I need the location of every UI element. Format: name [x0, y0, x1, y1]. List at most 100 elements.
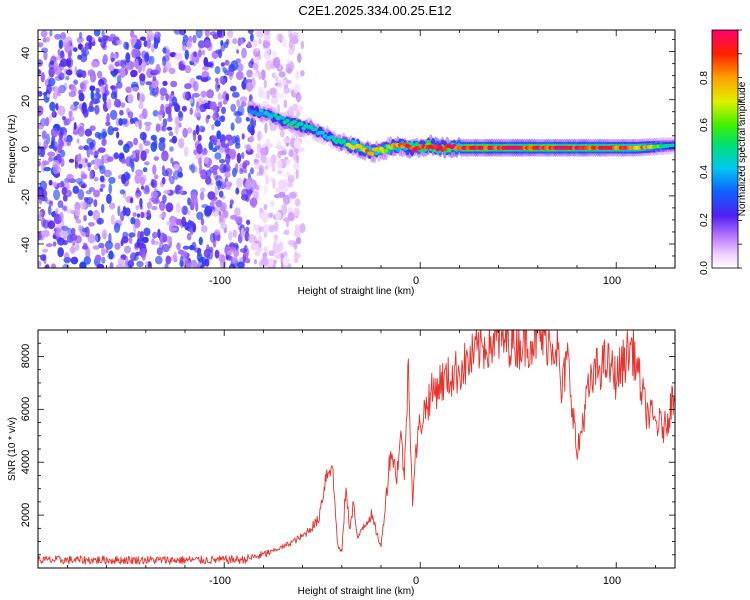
noise-speckle: [59, 52, 65, 59]
snr-y-tick-label-2: 6000: [20, 397, 32, 421]
snr-panel: -100 0 100 Height of straight line (km) …: [7, 329, 676, 597]
noise-speckle: [255, 30, 264, 38]
noise-speckle: [146, 201, 152, 210]
ridge-cell: [280, 115, 285, 120]
noise-speckle: [101, 203, 105, 214]
noise-speckle: [218, 115, 225, 122]
noise-speckle: [287, 239, 296, 246]
noise-speckle: [77, 54, 82, 60]
noise-speckle: [48, 114, 53, 123]
ridge-cell: [313, 127, 318, 132]
noise-speckle: [285, 67, 293, 74]
noise-speckle: [38, 59, 43, 67]
noise-speckle: [48, 77, 56, 87]
noise-speckle: [215, 180, 223, 187]
noise-speckle: [194, 247, 202, 253]
noise-speckle: [62, 239, 69, 246]
noise-speckle: [161, 165, 166, 173]
noise-speckle: [102, 54, 108, 64]
noise-speckle: [229, 263, 236, 268]
noise-speckle: [61, 186, 68, 196]
noise-speckle: [211, 199, 216, 205]
noise-speckle: [253, 56, 260, 65]
noise-speckle: [66, 58, 72, 65]
noise-speckle: [232, 167, 237, 178]
noise-speckle: [270, 154, 277, 165]
noise-speckle: [81, 227, 88, 233]
noise-speckle: [138, 119, 142, 130]
noise-speckle: [89, 149, 93, 156]
noise-speckle: [240, 152, 245, 159]
noise-speckle: [277, 150, 282, 159]
noise-speckle: [205, 176, 212, 185]
noise-speckle: [138, 92, 145, 104]
noise-speckle: [242, 162, 247, 170]
noise-speckle: [299, 223, 306, 234]
noise-speckle: [94, 150, 100, 155]
ridge-cell: [259, 108, 264, 113]
noise-speckle: [109, 262, 114, 268]
noise-speckle: [217, 92, 222, 100]
noise-speckle: [275, 249, 281, 259]
noise-speckle: [38, 161, 41, 167]
noise-speckle: [43, 50, 48, 61]
noise-speckle: [239, 96, 248, 103]
ridge-cell: [273, 113, 278, 118]
noise-speckle: [132, 150, 136, 159]
noise-speckle: [264, 122, 268, 134]
noise-speckle: [166, 126, 173, 131]
noise-speckle: [292, 36, 298, 45]
noise-speckle: [105, 248, 109, 254]
spectrogram-y-ticks: [38, 39, 675, 269]
noise-speckle: [214, 120, 221, 127]
noise-speckle: [137, 65, 142, 74]
noise-speckle: [248, 233, 255, 244]
spectrogram-x-tick-label-1: 0: [413, 275, 419, 287]
snr-x-tick-label-2: 100: [603, 575, 621, 587]
noise-speckle: [130, 252, 137, 262]
noise-speckle: [178, 64, 187, 71]
noise-speckle: [131, 38, 135, 49]
ridge-cell: [284, 118, 290, 123]
noise-speckle: [216, 30, 223, 38]
noise-speckle: [165, 167, 173, 177]
noise-speckle: [47, 151, 56, 157]
noise-speckle: [97, 70, 103, 79]
noise-speckle: [93, 177, 99, 182]
noise-speckle: [87, 210, 93, 217]
noise-speckle: [141, 185, 144, 190]
noise-speckle: [117, 205, 121, 217]
noise-speckle: [109, 109, 118, 120]
noise-speckle: [268, 257, 274, 267]
noise-speckle: [188, 244, 195, 251]
noise-speckle: [161, 177, 166, 185]
noise-speckle: [218, 48, 223, 59]
noise-speckle: [101, 256, 106, 264]
spectrogram-x-tick-label-2: 100: [603, 275, 621, 287]
noise-speckle: [54, 33, 62, 40]
noise-speckle: [134, 242, 141, 248]
noise-speckle: [220, 140, 226, 148]
noise-speckle: [107, 125, 114, 136]
noise-speckle: [239, 38, 244, 45]
noise-speckle: [236, 99, 241, 107]
noise-speckle: [105, 240, 113, 250]
noise-speckle: [282, 256, 290, 266]
noise-speckle: [221, 106, 226, 115]
noise-speckle: [110, 85, 116, 90]
noise-speckle: [278, 180, 286, 190]
noise-speckle: [48, 67, 55, 78]
noise-speckle: [85, 197, 94, 205]
noise-speckle: [131, 48, 138, 58]
noise-speckle: [148, 55, 155, 65]
noise-speckle: [56, 227, 64, 238]
noise-speckle: [46, 83, 52, 94]
noise-speckle: [232, 229, 237, 238]
noise-speckle: [289, 192, 297, 200]
noise-speckle: [283, 230, 290, 235]
noise-speckle: [168, 176, 173, 182]
noise-speckle: [50, 140, 55, 148]
noise-speckle: [196, 211, 204, 220]
noise-speckle: [198, 157, 202, 167]
noise-speckle: [97, 147, 106, 154]
